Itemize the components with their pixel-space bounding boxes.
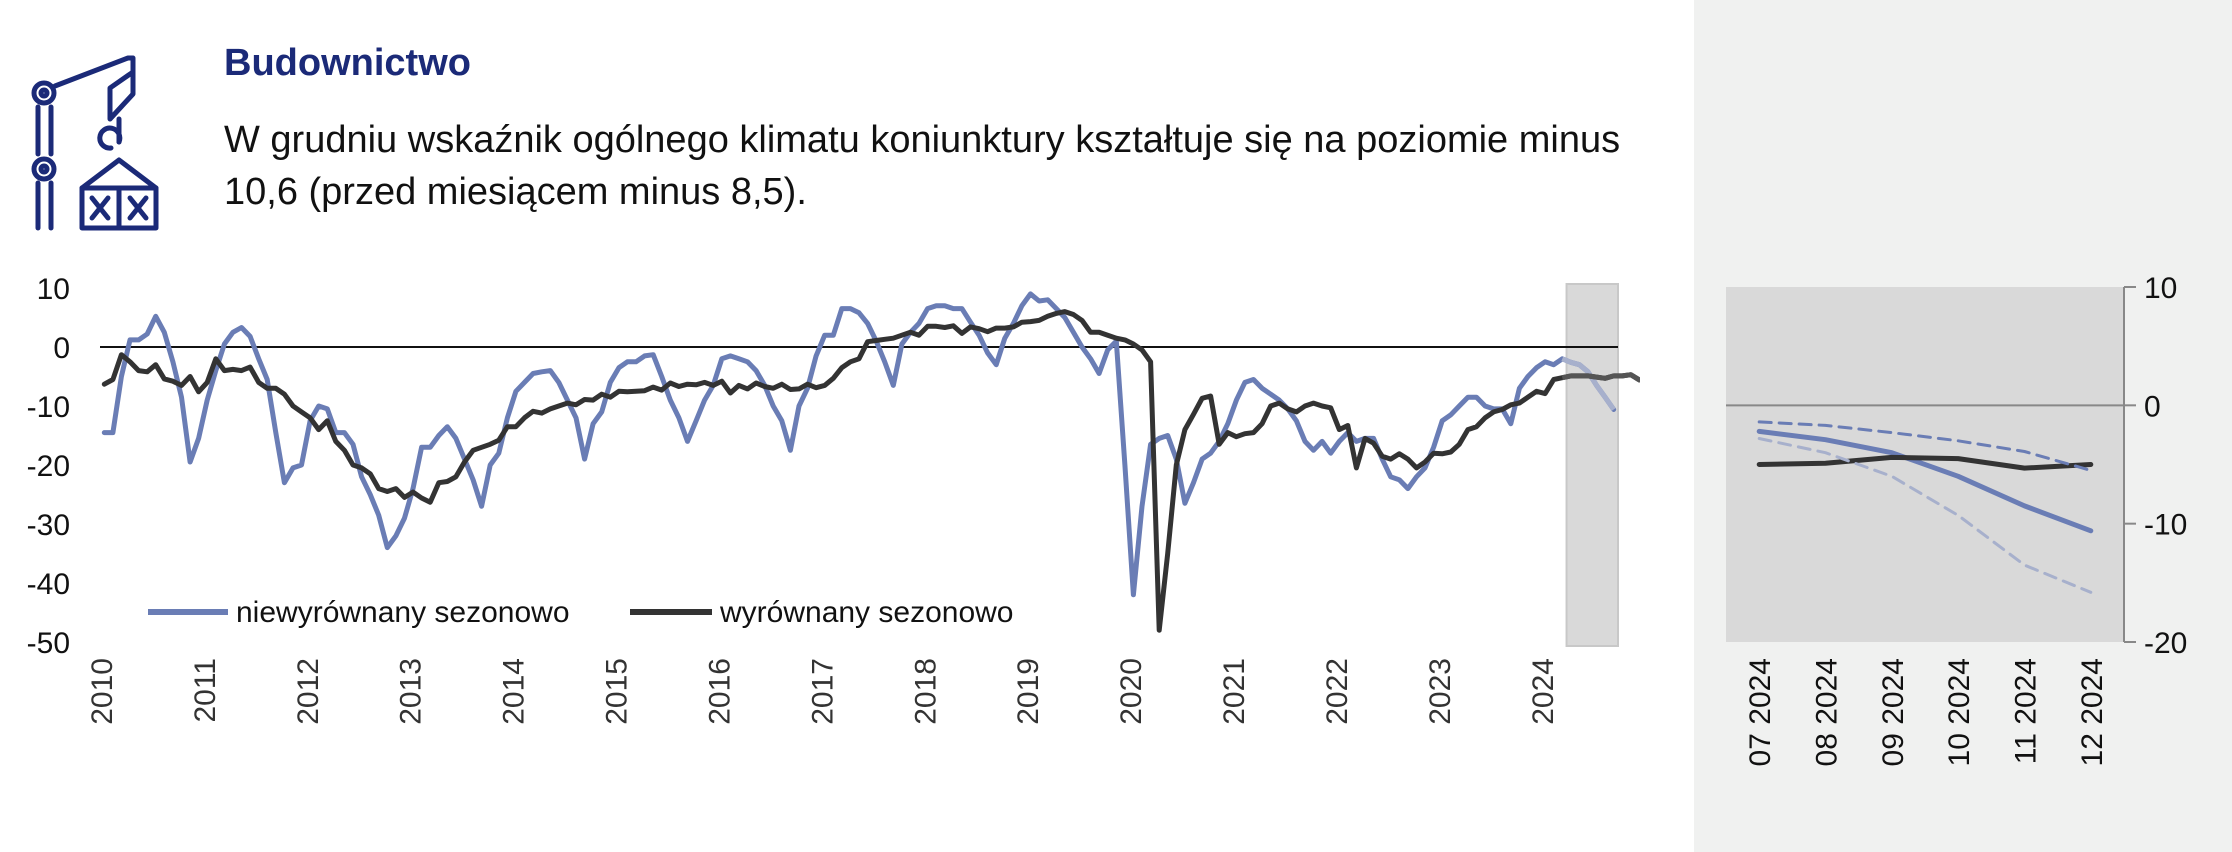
construction-crane-icon	[31, 55, 159, 231]
section-title: Budownictwo	[224, 42, 471, 84]
series-line-tail	[1561, 372, 1640, 383]
zoom-chart: 10 0 -10 -20 07 2024 08 2024 09 2024 10 2024 11 …	[1726, 272, 2187, 766]
x-tick-label: 2014	[498, 658, 531, 725]
zoom-series-line-0	[1756, 428, 2094, 534]
zoom-y-tick-label: 10	[2144, 272, 2177, 305]
y-tick-label: -30	[27, 509, 70, 542]
shaded-period	[1565, 283, 1619, 647]
x-tick-label: 2019	[1012, 658, 1045, 725]
x-tick-label: 2023	[1424, 658, 1457, 725]
zoom-x-tick-label: 10 2024	[1943, 658, 1976, 766]
x-tick-label: 2021	[1218, 658, 1251, 725]
zoom-x-tick-label: 11 2024	[2010, 658, 2043, 764]
y-tick-label: 10	[37, 273, 70, 306]
zoom-series-line-2	[1757, 420, 2093, 472]
zoom-y-tick-label: 0	[2144, 390, 2161, 423]
x-tick-label: 2010	[86, 658, 119, 725]
y-tick-label: 0	[53, 332, 70, 365]
zoom-x-tick-label: 07 2024	[1744, 658, 1777, 766]
x-tick-label: 2017	[806, 658, 839, 725]
legend-label-adjusted: wyrównany sezonowo	[719, 596, 1013, 629]
series-line-unadjusted	[101, 291, 1617, 598]
zoom-x-tick-label: 09 2024	[1877, 658, 1910, 766]
y-tick-label: -20	[27, 450, 70, 483]
x-tick-label: 2018	[909, 658, 942, 725]
x-tick-label: 2011	[189, 658, 222, 723]
x-tick-label: 2013	[395, 658, 428, 725]
x-tick-label: 2020	[1115, 658, 1148, 725]
zoom-x-tick-label: 12 2024	[2076, 658, 2109, 766]
x-tick-label: 2024	[1527, 658, 1560, 725]
y-tick-label: -50	[27, 627, 70, 660]
x-tick-label: 2012	[292, 658, 325, 725]
y-tick-label: -10	[27, 391, 70, 424]
zoom-series-line-3	[1757, 437, 2093, 594]
zoom-x-tick-label: 08 2024	[1811, 658, 1844, 766]
y-tick-label: -40	[27, 568, 70, 601]
main-chart: 10 0 -10 -20 -30 -40 -50 2010 2011 2012 2013 2014 20…	[27, 273, 1640, 725]
zoom-series-line-1	[1756, 454, 2094, 471]
zoom-y-tick-label: -20	[2144, 627, 2187, 660]
series-line-tail	[1561, 356, 1616, 411]
x-tick-label: 2015	[601, 658, 634, 725]
legend-label-unadjusted: niewyrównany sezonowo	[236, 596, 570, 629]
zoom-y-tick-label: -10	[2144, 509, 2187, 542]
series-line-adjusted	[101, 309, 1640, 633]
lead-text: W grudniu wskaźnik ogólnego klimatu koni…	[224, 119, 1621, 213]
x-tick-label: 2016	[703, 658, 736, 725]
x-tick-label: 2022	[1321, 658, 1354, 725]
